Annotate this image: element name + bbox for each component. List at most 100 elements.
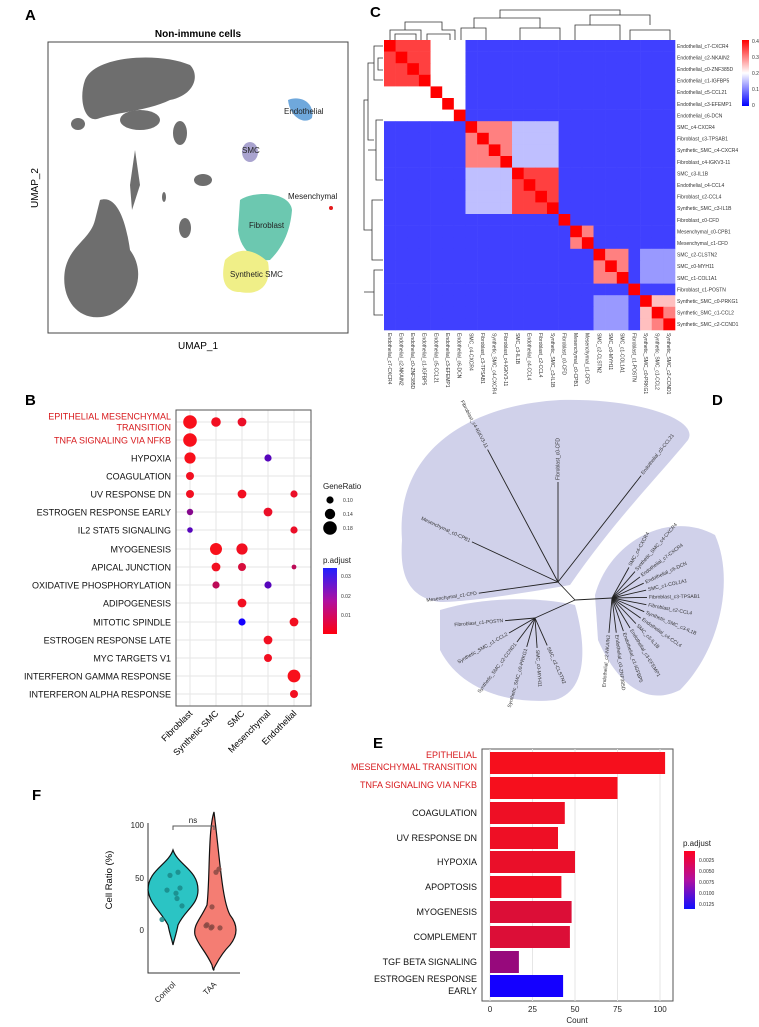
heatmap-cell (581, 74, 594, 87)
heatmap-cell (442, 98, 455, 110)
heatmap-cell (558, 318, 571, 331)
heatmap-cell (395, 283, 408, 296)
heatmap-cell (395, 225, 408, 238)
bar-label: TNFA SIGNALING VIA NFKB (360, 780, 477, 790)
tree-branch (534, 599, 576, 619)
heatmap-cell (523, 74, 536, 87)
heatmap-cell (384, 121, 396, 134)
heatmap-cell (512, 144, 524, 157)
heatmap-cell (546, 225, 559, 238)
heatmap-cell (407, 225, 420, 238)
heatmap-cell (570, 202, 583, 215)
heatmap-cell (453, 283, 466, 296)
heatmap-cell (465, 40, 478, 52)
heatmap-cell (535, 237, 548, 250)
heatmap-cell (651, 295, 664, 308)
heatmap-cell (500, 283, 513, 296)
heatmap-cell (512, 86, 524, 99)
heatmap-cell (512, 121, 524, 134)
heatmap-cell (465, 295, 478, 308)
heatmap-cell (465, 86, 478, 99)
heatmap-cell (570, 132, 583, 145)
heatmap-cell (593, 190, 606, 203)
heatmap-cell (430, 98, 443, 110)
heatmap-col-label: SMC_c3-IL1B (514, 333, 520, 365)
heatmap-cell (442, 214, 455, 226)
tree-branch (534, 617, 548, 646)
heatmap-cell (477, 86, 490, 99)
panel-d: D Fibroblast_c4-IGKV3-11Fibroblast_c0-CF… (401, 392, 724, 708)
heatmap-cell (512, 272, 524, 284)
tree-leaf-label: Fibroblast_c3-TPSAB1 (649, 594, 700, 601)
heatmap-cell (651, 306, 664, 319)
heatmap-cell (465, 51, 478, 64)
row-label: MYOGENESIS (110, 545, 171, 555)
heatmap-cell (546, 132, 559, 145)
dotplot-frame (175, 409, 312, 707)
heatmap-cell (663, 51, 676, 64)
tree-branch (611, 597, 617, 633)
heatmap-cell (605, 132, 618, 145)
tree-branch (611, 597, 645, 613)
heatmap-cell (430, 74, 443, 87)
heatmap-cell (558, 98, 571, 110)
heatmap-cell (430, 121, 443, 134)
bar-label: APOPTOSIS (425, 882, 477, 892)
heatmap-cell (593, 74, 606, 87)
heatmap-cell (442, 248, 455, 261)
heatmap-cell (640, 109, 653, 122)
heatmap-cell (570, 190, 583, 203)
heatmap-row-label: Fibroblast_c2-CCL4 (677, 195, 722, 201)
heatmap-cell (488, 202, 501, 215)
heatmap-cell (500, 225, 513, 238)
heatmap-cell (605, 179, 618, 192)
heatmap-cell (593, 272, 606, 284)
bar-label: EARLY (448, 986, 477, 996)
bar-label: UV RESPONSE DN (396, 833, 477, 843)
bar (490, 876, 562, 898)
dot (238, 563, 246, 571)
heatmap-cell (442, 63, 455, 76)
heatmap-cell (453, 179, 466, 192)
heatmap-cell (570, 167, 583, 180)
heatmap-row-label: Endothelial_c6-DCN (677, 113, 723, 119)
heatmap-cell (453, 260, 466, 273)
heatmap-cell (570, 214, 583, 226)
heatmap-cell (488, 306, 501, 319)
heatmap-cell (616, 248, 629, 261)
data-point (217, 925, 223, 931)
tree-branch (557, 581, 576, 601)
heatmap-cell (453, 86, 466, 99)
heatmap-cell (628, 86, 641, 99)
heatmap-cell (570, 237, 583, 250)
heatmap-cell (523, 98, 536, 110)
heatmap-cell (488, 74, 501, 87)
umap-endothelial-cells (288, 98, 313, 121)
heatmap-cell (453, 306, 466, 319)
heatmap-col-label: Synthetic_SMC_c3-IL1B (549, 333, 555, 388)
heatmap-cell (616, 260, 629, 273)
data-point (159, 916, 165, 923)
heatmap-cell (418, 98, 431, 110)
heatmap-cell (430, 248, 443, 261)
heatmap-cell (523, 190, 536, 203)
heatmap-cell (628, 121, 641, 134)
heatmap-cell (488, 63, 501, 76)
heatmap-cell (384, 225, 396, 238)
heatmap-cell (384, 86, 396, 99)
heatmap-cell (407, 190, 420, 203)
heatmap-cell (616, 86, 629, 99)
heatmap-cell (663, 109, 676, 122)
heatmap-cell (488, 283, 501, 296)
heatmap-cell (442, 109, 455, 122)
heatmap-cell (500, 295, 513, 308)
heatmap-cell (605, 272, 618, 284)
heatmap-cell (663, 283, 676, 296)
tree-branch (478, 581, 559, 594)
tree-branch (574, 597, 613, 601)
heatmap-cell (605, 248, 618, 261)
heatmap-cell (430, 132, 443, 145)
heatmap-cell (395, 121, 408, 134)
heatmap-cell (570, 86, 583, 99)
